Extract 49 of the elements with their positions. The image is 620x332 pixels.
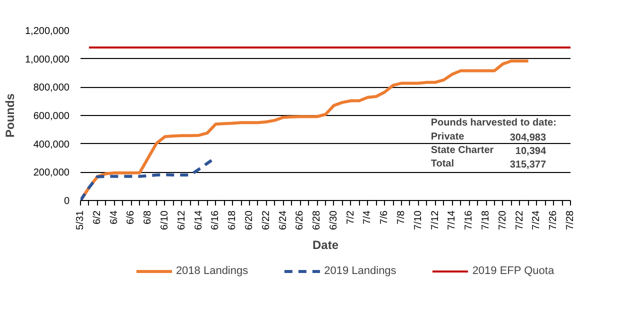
x-axis-title: Date [312,238,339,252]
x-tick-label: 6/6 [126,210,137,224]
y-tick-label: 1,200,000 [25,26,70,37]
x-tick-label: 6/26 [294,210,306,230]
x-tick-label: 7/28 [565,210,576,230]
legend-label: 2019 Landings [324,265,396,277]
annotation: 315,377 [510,159,546,170]
x-tick-label: 6/22 [260,210,272,230]
x-tick-label: 6/20 [244,210,255,230]
x-tick-label: 6/28 [312,210,323,230]
x-tick-label: 6/24 [278,210,289,230]
x-tick-label: 7/8 [396,210,408,224]
legend-label: 2018 Landings [176,265,248,277]
annotation: State Charter [430,144,494,156]
annotation: Private [430,131,465,142]
x-tick-label: 6/4 [108,210,120,224]
x-tick-label: 6/30 [328,210,340,230]
x-tick-label: 6/2 [92,210,103,224]
x-tick-label: 7/12 [430,210,441,230]
x-tick-label: 7/20 [497,210,508,230]
x-tick-label: 7/6 [379,210,390,224]
x-tick-label: 7/10 [412,210,424,230]
x-tick-label: 7/26 [548,210,560,230]
x-tick-label: 6/18 [227,210,238,230]
x-tick-label: 7/24 [531,210,542,230]
x-tick-label: 6/10 [159,210,170,230]
y-tick-label: 0 [64,196,70,207]
x-tick-label: 6/14 [193,210,204,230]
legend-label: 2019 EFP Quota [472,265,554,277]
x-tick-label: 7/22 [514,210,526,230]
x-tick-label: 6/16 [210,210,222,230]
x-tick-label: 6/8 [142,210,154,224]
x-tick-label: 7/18 [480,210,492,230]
annotation: 10,394 [515,146,546,157]
annotation: Total [430,158,454,170]
y-axis-title: Pounds [3,93,18,138]
y-tick-label: 1,000,000 [25,54,70,66]
x-tick-label: 7/4 [362,210,374,224]
y-tick-label: 200,000 [33,168,70,179]
x-tick-label: 7/16 [464,210,475,230]
x-tick-label: 7/14 [446,210,458,230]
x-tick-label: 5/31 [75,210,86,230]
x-tick-label: 6/12 [176,210,188,230]
y-tick-label: 800,000 [33,82,70,94]
x-tick-label: 7/2 [345,210,356,224]
annotation: 304,983 [510,132,546,144]
y-tick-label: 600,000 [33,111,70,122]
y-tick-label: 400,000 [33,139,70,150]
annotation: Pounds harvested to date: [430,118,556,129]
